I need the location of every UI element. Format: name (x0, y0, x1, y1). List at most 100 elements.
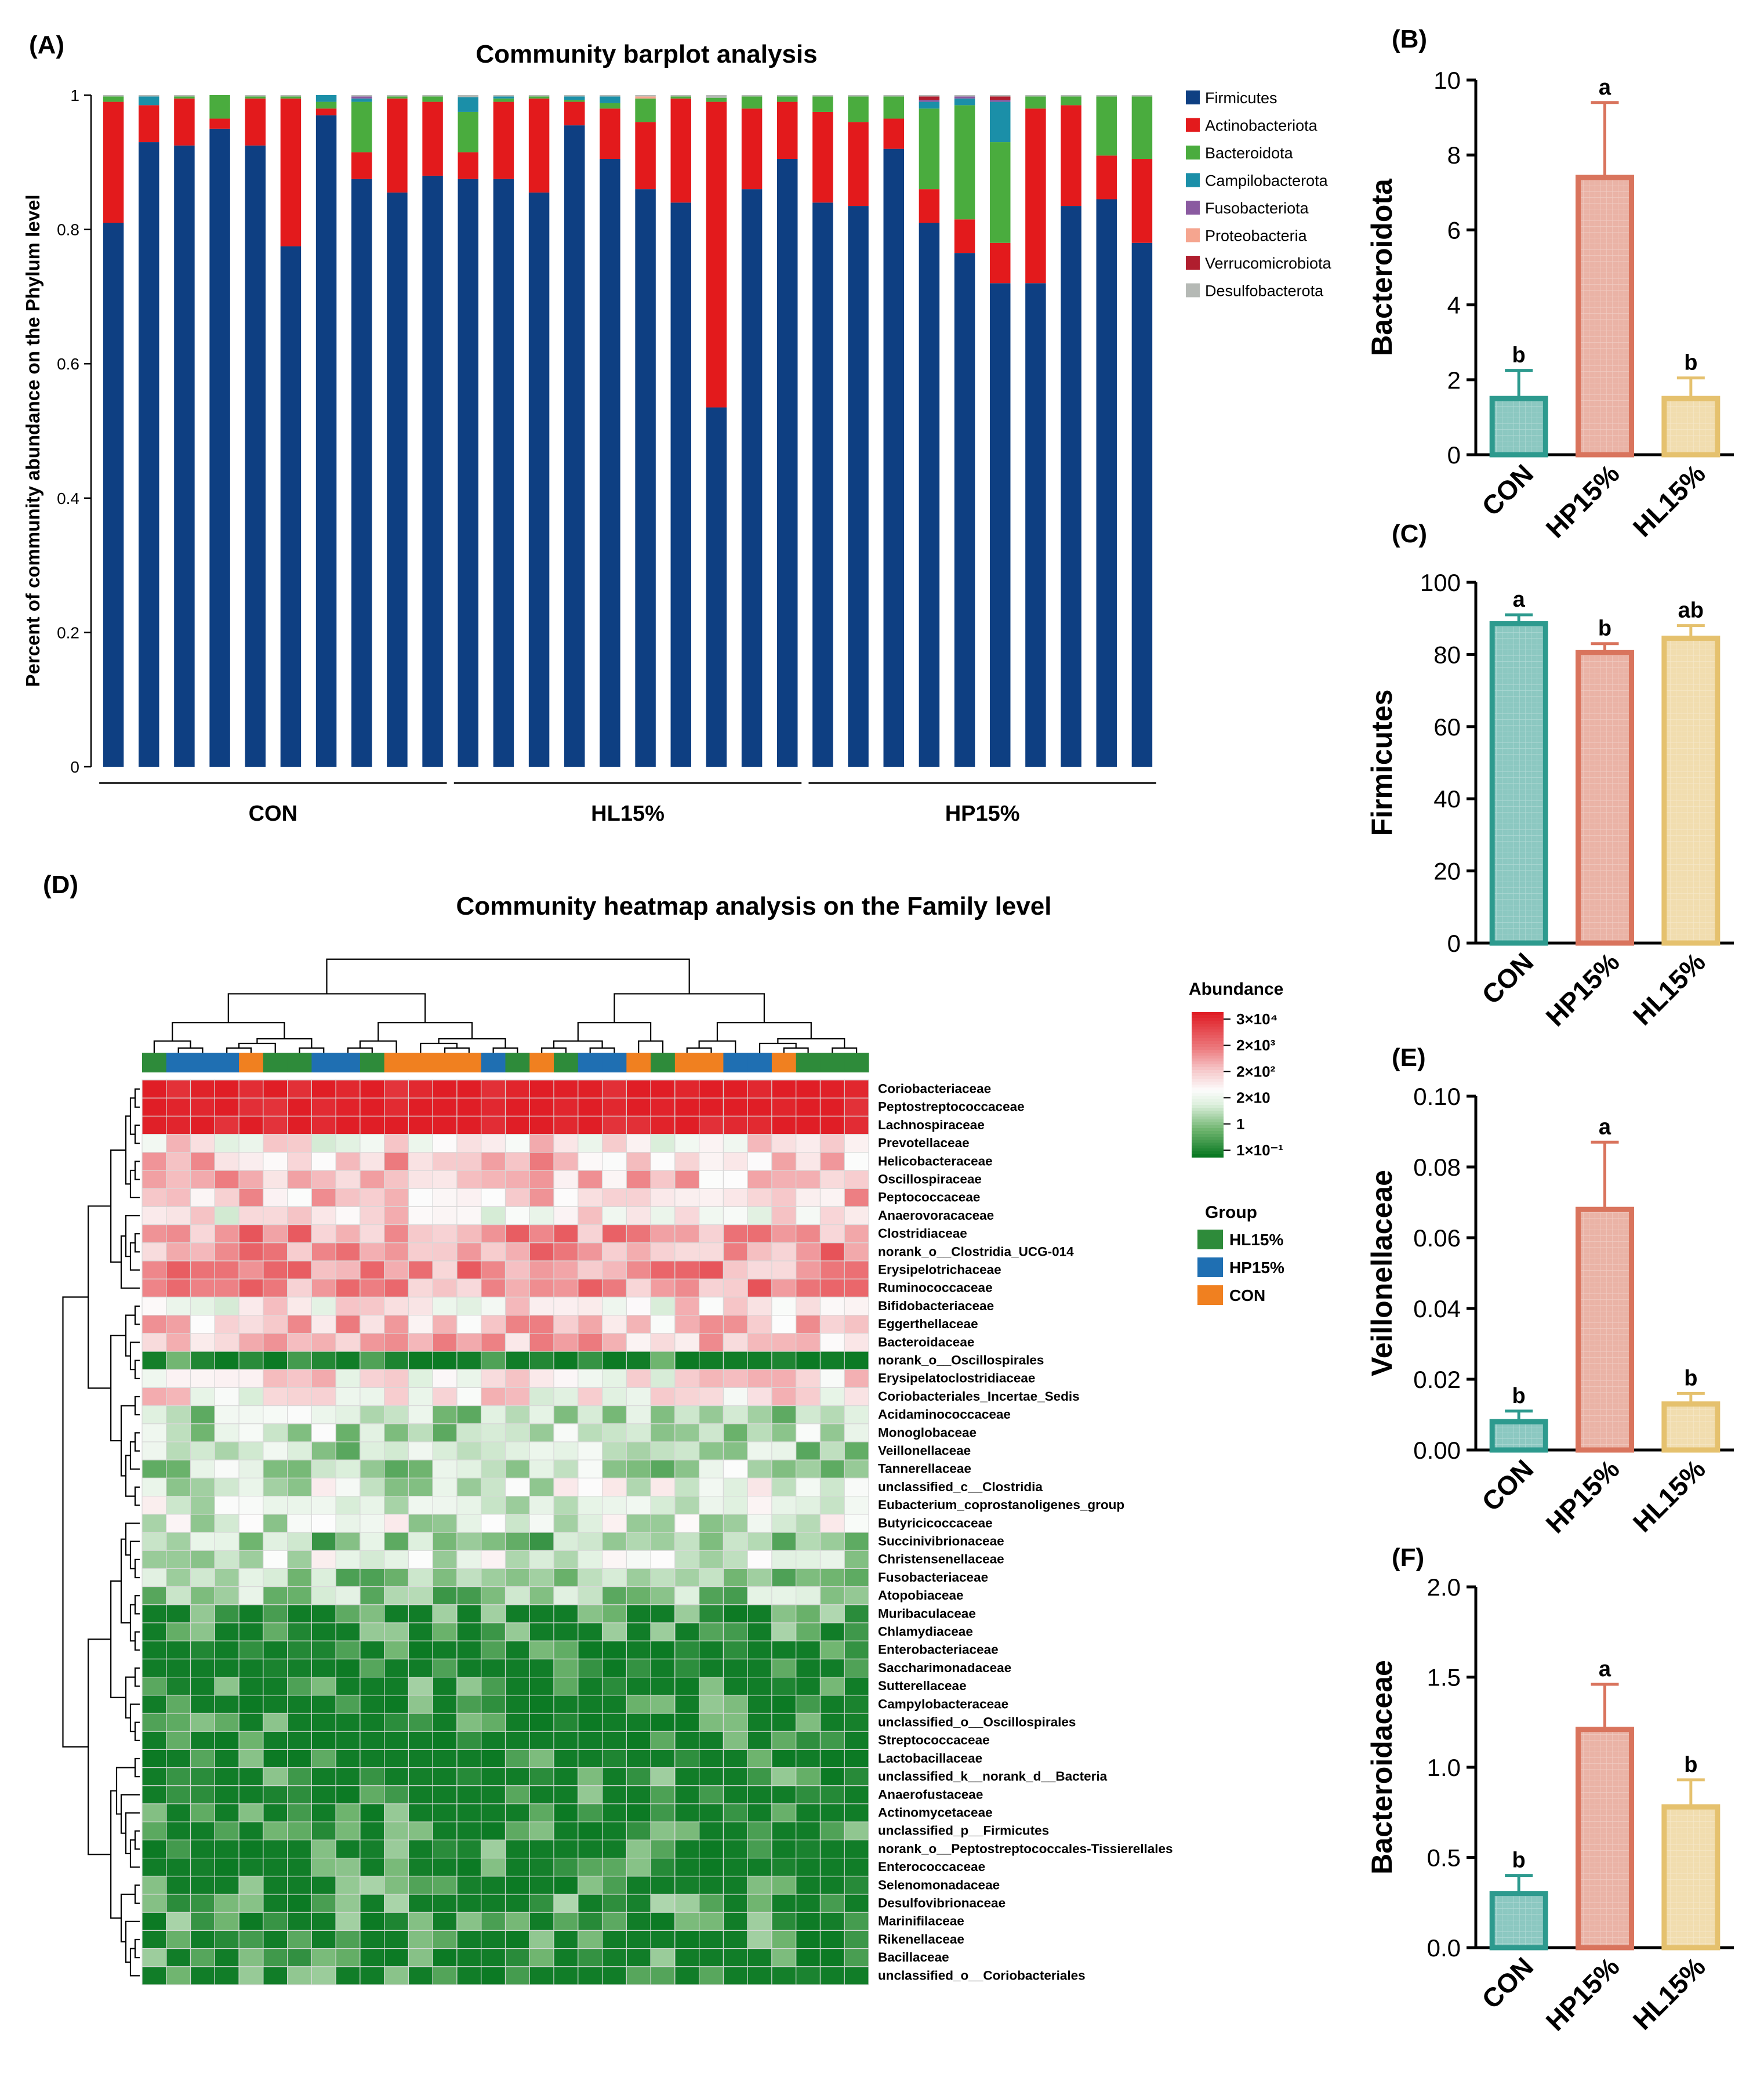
heatmap-cell (723, 1459, 748, 1478)
heatmap-cell (141, 1224, 167, 1244)
heatmap-cell (699, 1966, 724, 1985)
heatmap-cell (747, 1695, 772, 1714)
heatmap-cell (747, 1858, 772, 1877)
heatmap-cell (819, 1115, 845, 1135)
heatmap-cell (529, 1278, 554, 1297)
heatmap-cell (626, 1097, 651, 1116)
heatmap-cell (601, 1260, 627, 1279)
heatmap-cell (626, 1568, 651, 1587)
bar-segment-bacteroidota (209, 95, 230, 119)
heatmap-cell (360, 1514, 385, 1533)
heatmap-cell (481, 1296, 506, 1316)
heatmap-cell (626, 1803, 651, 1822)
heatmap-cell (335, 1894, 361, 1913)
heatmap-cell (674, 1206, 700, 1226)
heatmap-cell (699, 1948, 724, 1967)
heatmap-cell (578, 1821, 603, 1840)
heatmap-cell (723, 1586, 748, 1605)
heatmap-cell (674, 1876, 700, 1895)
heatmap-cell (263, 1441, 288, 1460)
heatmap-cell (553, 1622, 579, 1641)
heatmap-cell (771, 1749, 797, 1768)
heatmap-cell (771, 1785, 797, 1804)
heatmap-cell (384, 1767, 409, 1786)
heatmap-cell (263, 1206, 288, 1226)
heatmap-cell (699, 1152, 724, 1171)
heatmap-cell (238, 1749, 264, 1768)
heatmap-cell (432, 1713, 458, 1732)
heatmap-cell (771, 1604, 797, 1623)
heatmap-cell (263, 1224, 288, 1244)
heatmap-cell (699, 1604, 724, 1623)
heatmap-cell (529, 1550, 554, 1569)
heatmap-cell (432, 1839, 458, 1859)
row-dendrogram-branch (134, 1938, 140, 1959)
heatmap-row-label: Acidaminococcaceae (878, 1407, 1011, 1422)
heatmap-cell (141, 1658, 167, 1678)
heatmap-cell (384, 1188, 409, 1207)
heatmap-cell (723, 1677, 748, 1696)
heatmap-cell (190, 1586, 215, 1605)
heatmap-cell (504, 1387, 530, 1406)
heatmap-cell (141, 1351, 167, 1370)
heatmap-cell (723, 1876, 748, 1895)
heatmap-cell (819, 1930, 845, 1949)
row-dendrogram-branch (134, 1884, 140, 1904)
heatmap-cell (699, 1586, 724, 1605)
heatmap-cell (626, 1242, 651, 1262)
heatmap-cell (263, 1550, 288, 1569)
bar-segment-desulfobacterota (635, 95, 656, 97)
heatmap-cell (166, 1930, 191, 1949)
heatmap-cell (819, 1351, 845, 1370)
heatmap-cell (432, 1115, 458, 1135)
heatmap-cell (190, 1170, 215, 1189)
heatmap-cell (311, 1459, 336, 1478)
bar-segment-firmicutes (883, 148, 904, 767)
category-label: HP15% (1540, 458, 1625, 543)
column-dendrogram-branch (299, 1047, 325, 1053)
heatmap-cell (311, 1133, 336, 1153)
heatmap-cell (384, 1803, 409, 1822)
heatmap-cell (141, 1749, 167, 1768)
heatmap-cell (335, 1876, 361, 1895)
heatmap-cell (601, 1731, 627, 1750)
heatmap-cell (504, 1966, 530, 1985)
heatmap-cell (504, 1133, 530, 1153)
heatmap-cell (723, 1079, 748, 1099)
heatmap-cell (432, 1948, 458, 1967)
heatmap-cell (674, 1188, 700, 1207)
heatmap-cell (432, 1423, 458, 1442)
bar-segment-firmicutes (387, 192, 408, 767)
heatmap-cell (166, 1333, 191, 1352)
bar-segment-proteobacteria (635, 96, 656, 99)
heatmap-cell (601, 1677, 627, 1696)
heatmap-cell (384, 1097, 409, 1116)
panel-label-b: (B) (1392, 25, 1427, 53)
heatmap-cell (141, 1514, 167, 1533)
heatmap-cell (190, 1459, 215, 1478)
bar-segment-firmicutes (706, 407, 727, 767)
heatmap-cell (384, 1749, 409, 1768)
heatmap-cell (796, 1839, 821, 1859)
heatmap-cell (360, 1278, 385, 1297)
heatmap-cell (771, 1423, 797, 1442)
heatmap-cell (747, 1658, 772, 1678)
heatmap-cell (723, 1351, 748, 1370)
bar-segment-firmicutes (564, 125, 585, 767)
barplot-group-labels: CON HL15% HP15% (99, 782, 1156, 826)
heatmap-cell (844, 1152, 869, 1171)
heatmap-cell (384, 1640, 409, 1659)
heatmap-cell (456, 1242, 482, 1262)
heatmap-cell (456, 1369, 482, 1388)
heatmap-cell (360, 1785, 385, 1804)
heatmap-cell (360, 1441, 385, 1460)
heatmap-cell (481, 1333, 506, 1352)
abundance-gradient-step (1192, 1030, 1224, 1033)
heatmap-cell (747, 1405, 772, 1424)
heatmap-cell (650, 1550, 676, 1569)
heatmap-cell (481, 1948, 506, 1967)
heatmap-cell (771, 1640, 797, 1659)
heatmap-cell (214, 1695, 239, 1714)
panel-label-a: (A) (29, 31, 64, 59)
heatmap-cell (723, 1315, 748, 1334)
